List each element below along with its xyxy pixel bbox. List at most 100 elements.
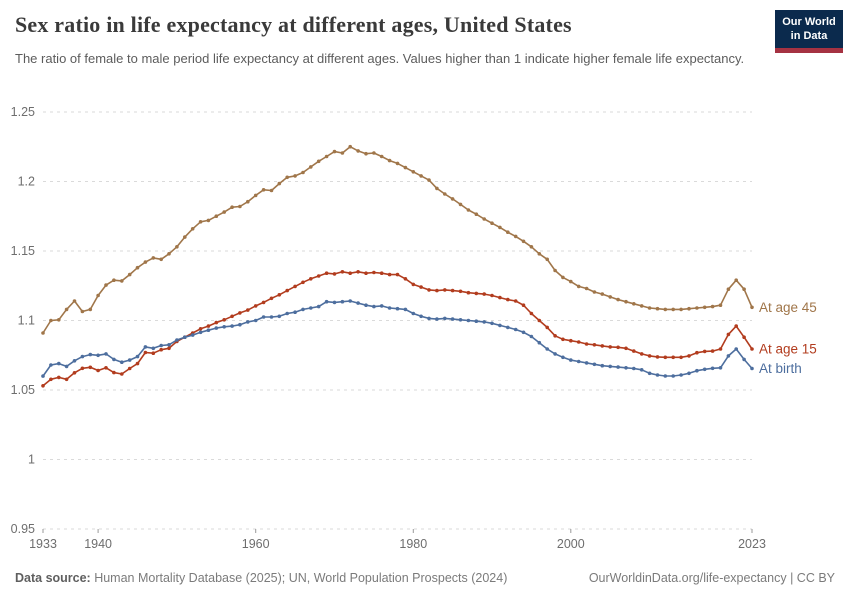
data-point[interactable] <box>616 365 620 369</box>
data-point[interactable] <box>143 350 148 355</box>
owid-url-link[interactable]: OurWorldinData.org/life-expectancy <box>588 571 787 585</box>
data-point[interactable] <box>616 345 620 350</box>
data-point[interactable] <box>624 299 628 304</box>
data-point[interactable] <box>293 310 297 315</box>
data-point[interactable] <box>269 315 274 319</box>
data-point[interactable] <box>324 154 329 159</box>
data-point[interactable] <box>301 307 305 312</box>
data-point[interactable] <box>364 271 368 276</box>
data-point[interactable] <box>104 352 108 356</box>
data-point[interactable] <box>647 354 652 358</box>
data-point[interactable] <box>316 304 321 309</box>
data-point[interactable] <box>127 366 132 371</box>
data-point[interactable] <box>356 301 360 305</box>
data-point[interactable] <box>246 320 250 324</box>
data-point[interactable] <box>112 370 116 375</box>
data-point[interactable] <box>592 343 597 347</box>
legend-label-at-age-15[interactable]: At age 15 <box>759 342 817 357</box>
data-point[interactable] <box>435 288 439 293</box>
data-point[interactable] <box>387 158 392 163</box>
data-point[interactable] <box>663 374 668 378</box>
data-point[interactable] <box>41 374 45 378</box>
data-point[interactable] <box>545 347 549 351</box>
data-point[interactable] <box>474 212 479 216</box>
data-point[interactable] <box>72 371 77 375</box>
data-point[interactable] <box>57 375 61 380</box>
data-point[interactable] <box>742 335 746 340</box>
data-point[interactable] <box>285 288 290 293</box>
data-point[interactable] <box>49 363 53 367</box>
data-point[interactable] <box>348 299 353 303</box>
data-point[interactable] <box>632 349 636 353</box>
data-point[interactable] <box>309 277 313 281</box>
data-point[interactable] <box>553 352 557 356</box>
data-point[interactable] <box>253 318 258 323</box>
data-point[interactable] <box>616 297 620 302</box>
data-point[interactable] <box>41 384 45 388</box>
data-point[interactable] <box>167 343 171 347</box>
data-point[interactable] <box>135 361 140 366</box>
data-point[interactable] <box>411 311 416 316</box>
data-point[interactable] <box>679 373 683 377</box>
data-point[interactable] <box>718 347 723 351</box>
data-point[interactable] <box>498 225 502 230</box>
data-point[interactable] <box>592 290 597 294</box>
data-point[interactable] <box>183 235 187 239</box>
data-point[interactable] <box>403 277 408 281</box>
data-point[interactable] <box>206 218 211 223</box>
data-point[interactable] <box>419 285 423 289</box>
data-point[interactable] <box>679 355 683 360</box>
data-point[interactable] <box>506 297 510 302</box>
data-point[interactable] <box>537 318 542 323</box>
data-point[interactable] <box>419 174 423 178</box>
data-point[interactable] <box>387 272 392 277</box>
data-point[interactable] <box>427 288 431 292</box>
data-point[interactable] <box>49 377 53 382</box>
data-point[interactable] <box>632 366 636 371</box>
data-point[interactable] <box>261 315 266 319</box>
data-point[interactable] <box>624 366 628 370</box>
data-point[interactable] <box>230 324 234 328</box>
data-point[interactable] <box>435 186 439 191</box>
data-point[interactable] <box>340 270 345 274</box>
data-point[interactable] <box>293 174 297 178</box>
data-point[interactable] <box>324 299 329 304</box>
data-point[interactable] <box>403 165 408 170</box>
data-point[interactable] <box>332 272 337 276</box>
data-point[interactable] <box>718 366 723 370</box>
data-point[interactable] <box>584 342 589 346</box>
data-point[interactable] <box>96 368 100 373</box>
data-point[interactable] <box>734 347 738 351</box>
data-point[interactable] <box>671 374 675 378</box>
data-point[interactable] <box>679 307 683 312</box>
data-point[interactable] <box>427 178 431 182</box>
data-point[interactable] <box>80 366 85 371</box>
data-point[interactable] <box>238 322 242 327</box>
data-point[interactable] <box>419 314 423 319</box>
data-point[interactable] <box>64 377 69 382</box>
data-point[interactable] <box>372 270 376 275</box>
data-point[interactable] <box>348 144 353 149</box>
series-at-age-15[interactable] <box>41 270 754 388</box>
data-point[interactable] <box>277 293 282 297</box>
data-point[interactable] <box>450 317 455 321</box>
data-point[interactable] <box>41 331 45 335</box>
data-point[interactable] <box>198 220 203 224</box>
data-point[interactable] <box>222 210 226 214</box>
data-point[interactable] <box>569 279 573 284</box>
data-point[interactable] <box>576 340 581 344</box>
data-point[interactable] <box>72 299 77 303</box>
data-point[interactable] <box>183 335 187 340</box>
data-point[interactable] <box>49 318 53 323</box>
data-point[interactable] <box>513 234 518 239</box>
data-point[interactable] <box>750 347 754 351</box>
data-point[interactable] <box>135 265 140 270</box>
data-point[interactable] <box>277 181 282 186</box>
data-point[interactable] <box>246 308 250 312</box>
series-at-age-45[interactable] <box>41 144 754 335</box>
data-point[interactable] <box>545 325 549 330</box>
data-point[interactable] <box>687 306 691 311</box>
data-point[interactable] <box>230 314 234 319</box>
data-point[interactable] <box>490 321 494 326</box>
